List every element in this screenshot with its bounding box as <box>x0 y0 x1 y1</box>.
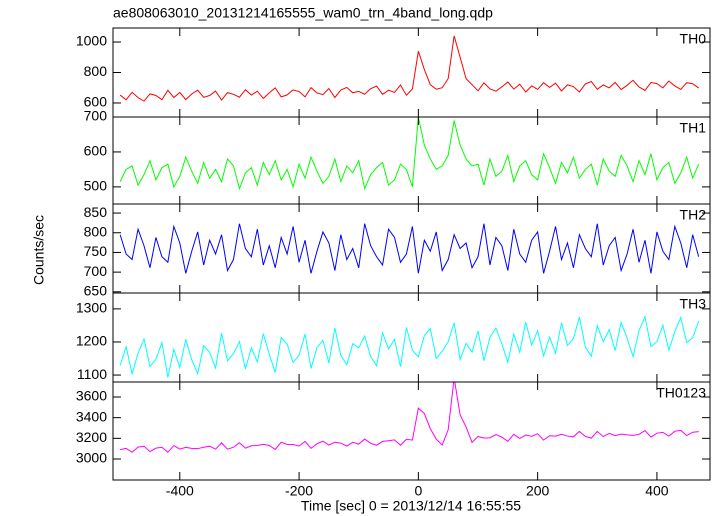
x-tick-label: 200 <box>526 483 550 499</box>
y-tick-label: 600 <box>84 143 108 159</box>
y-tick-label: 600 <box>84 94 108 110</box>
x-tick-label: 400 <box>645 483 669 499</box>
y-tick-label: 700 <box>84 108 108 124</box>
y-tick-label: 3400 <box>76 408 107 424</box>
y-tick-label: 850 <box>84 204 108 220</box>
data-line <box>120 382 699 453</box>
panel-frame <box>112 203 711 294</box>
x-axis-label: Time [sec] 0 = 2013/12/14 16:55:55 <box>301 498 521 514</box>
y-tick-label: 1200 <box>76 333 107 349</box>
series-name: TH1 <box>680 120 707 136</box>
panel-frame <box>112 116 711 205</box>
y-tick-label: 3600 <box>76 388 107 404</box>
series-name: TH2 <box>680 207 707 223</box>
series-name: TH3 <box>680 296 707 312</box>
y-tick-label: 700 <box>84 263 108 279</box>
x-tick-label: -400 <box>166 483 194 499</box>
panel-frame <box>112 381 711 481</box>
y-tick-label: 1300 <box>76 300 107 316</box>
panel-frame <box>112 27 711 118</box>
y-axis-label: Counts/sec <box>31 215 47 285</box>
y-tick-label: 800 <box>84 223 108 239</box>
y-tick-label: 1000 <box>76 33 107 49</box>
y-tick-label: 3000 <box>76 450 107 466</box>
y-tick-label: 3200 <box>76 429 107 445</box>
data-line <box>119 223 700 274</box>
y-tick-label: 800 <box>84 63 108 79</box>
y-tick-label: 1100 <box>77 366 107 382</box>
data-line <box>119 35 699 102</box>
y-tick-label: 500 <box>84 178 108 194</box>
y-tick-label: 750 <box>84 243 108 259</box>
series-name: TH0 <box>680 31 707 47</box>
data-line <box>119 117 700 191</box>
x-tick-label: 0 <box>414 483 422 499</box>
panel-frame <box>112 292 711 383</box>
x-tick-label: -200 <box>285 483 313 499</box>
series-name: TH0123 <box>656 385 706 401</box>
chart-title: ae808063010_20131214165555_wam0_trn_4ban… <box>113 5 493 21</box>
y-tick-label: 650 <box>84 283 108 299</box>
data-line <box>119 315 700 378</box>
